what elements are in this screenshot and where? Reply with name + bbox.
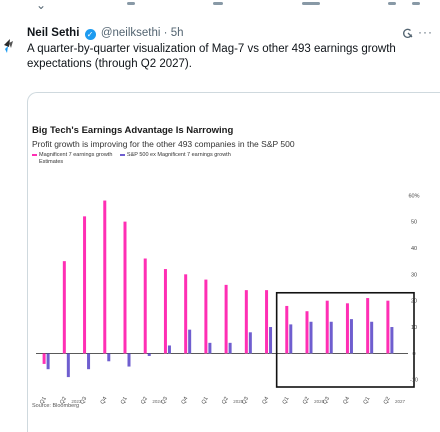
x-tick-label: Q1 <box>120 396 129 405</box>
grok-icon[interactable] <box>402 27 414 39</box>
legend-estimates-note: Estimates <box>39 159 64 165</box>
legend-swatch-magnificent <box>32 153 37 156</box>
y-tick-label: 60% <box>408 193 419 199</box>
post-time[interactable]: 5h <box>170 27 184 39</box>
chart-title: Big Tech's Earnings Advantage Is Narrowi… <box>32 125 234 136</box>
bar-magnificent-3 <box>83 216 87 354</box>
bar-other-15 <box>329 321 333 354</box>
x-tick-label: Q3 <box>79 396 88 405</box>
tweet-header: Neil Sethi ✓ @neilksethi · 5h <box>27 26 427 41</box>
bar-other-13 <box>289 324 293 354</box>
x-year-label: 2025 <box>233 399 244 404</box>
bar-magnificent-16 <box>345 303 349 354</box>
bar-other-14 <box>309 321 313 354</box>
x-year-label: 2023 <box>71 399 82 404</box>
bar-other-4 <box>107 353 111 362</box>
x-tick-label: Q4 <box>100 396 109 405</box>
author-name[interactable]: Neil Sethi <box>27 27 80 39</box>
share-icon[interactable] <box>412 2 420 5</box>
x-tick-label: Q2 <box>221 396 230 405</box>
bar-other-1 <box>46 353 50 370</box>
bar-magnificent-9 <box>204 279 208 354</box>
bar-magnificent-8 <box>184 274 188 354</box>
bar-other-18 <box>390 327 394 354</box>
like-icon[interactable] <box>213 2 223 5</box>
x-tick-label: Q1 <box>282 396 291 405</box>
chart-subtitle: Profit growth is improving for the other… <box>32 139 295 149</box>
legend-label-other: S&P 500 ex Magnificent 7 earnings growth <box>126 152 231 158</box>
bar-other-5 <box>127 353 131 367</box>
bar-magnificent-7 <box>163 269 167 354</box>
bar-magnificent-2 <box>62 261 66 354</box>
x-year-label: 2026 <box>314 399 325 404</box>
x-tick-label: Q1 <box>201 396 210 405</box>
x-year-label: 2024 <box>152 399 163 404</box>
x-tick-label: Q4 <box>342 396 351 405</box>
legend-item-other: S&P 500 ex Magnificent 7 earnings growth <box>119 152 231 158</box>
bar-other-2 <box>66 353 70 378</box>
x-tick-label: Q3 <box>160 396 169 405</box>
chart-source: Source: Bloomberg <box>32 403 80 409</box>
bar-other-16 <box>349 319 353 354</box>
x-tick-label: Q3 <box>322 396 331 405</box>
author-handle[interactable]: @neilksethi <box>100 27 161 39</box>
chart-image-card[interactable] <box>27 92 440 432</box>
bookmark-icon[interactable] <box>388 2 396 5</box>
y-tick-label: 40 <box>411 246 417 252</box>
x-tick-label: Q4 <box>181 396 190 405</box>
y-tick-label: -10 <box>410 378 418 384</box>
x-tick-label: Q1 <box>39 396 48 405</box>
previous-post-actions: ⌄ <box>0 0 440 22</box>
bar-other-12 <box>269 327 273 354</box>
bar-magnificent-11 <box>244 290 248 354</box>
y-tick-label: 20 <box>411 299 417 305</box>
x-tick-label: Q2 <box>302 396 311 405</box>
reply-icon[interactable]: ⌄ <box>36 0 47 12</box>
y-tick-label: 50 <box>411 220 417 226</box>
y-tick-label: 10 <box>411 325 417 331</box>
bar-magnificent-17 <box>366 298 370 354</box>
x-tick-label: Q2 <box>59 396 68 405</box>
bar-other-7 <box>167 345 171 354</box>
legend-label-magnificent: Magnificent 7 earnings growth <box>39 152 113 158</box>
bar-magnificent-13 <box>285 305 289 354</box>
bar-magnificent-18 <box>386 300 390 354</box>
bar-magnificent-10 <box>224 284 228 354</box>
x-tick-label: Q3 <box>241 396 250 405</box>
repost-icon[interactable] <box>127 2 135 5</box>
x-tick-label: Q2 <box>383 396 392 405</box>
x-tick-label: Q4 <box>261 396 270 405</box>
x-year-label: 2027 <box>395 399 406 404</box>
bar-magnificent-15 <box>325 300 329 354</box>
bar-other-11 <box>248 332 252 354</box>
chart-legend: Magnificent 7 earnings growth S&P 500 ex… <box>32 152 392 166</box>
estimates-box <box>275 291 415 388</box>
bar-magnificent-6 <box>143 258 147 354</box>
bar-magnificent-4 <box>103 200 107 354</box>
separator: · <box>163 27 168 39</box>
bar-magnificent-5 <box>123 221 127 354</box>
more-icon[interactable]: ··· <box>418 25 433 39</box>
y-tick-label: 0 <box>412 351 415 357</box>
bar-magnificent-14 <box>305 311 309 354</box>
y-tick-label: 30 <box>411 272 417 278</box>
legend-swatch-other <box>119 153 125 156</box>
x-tick-label: Q1 <box>363 396 372 405</box>
bar-other-8 <box>188 329 192 354</box>
bar-magnificent-1 <box>42 353 46 364</box>
avatar-icon[interactable] <box>4 31 18 61</box>
tweet-text: A quarter-by-quarter visualization of Ma… <box>27 43 396 70</box>
bar-other-9 <box>208 342 212 354</box>
bar-magnificent-12 <box>265 290 269 354</box>
bar-other-3 <box>87 353 91 370</box>
legend-item-magnificent: Magnificent 7 earnings growth <box>32 152 112 158</box>
bar-other-10 <box>228 342 232 354</box>
bar-other-6 <box>147 353 151 357</box>
bar-other-17 <box>370 321 374 354</box>
x-tick-label: Q2 <box>140 396 149 405</box>
views-icon[interactable] <box>302 2 320 5</box>
verified-badge-icon: ✓ <box>84 29 96 40</box>
